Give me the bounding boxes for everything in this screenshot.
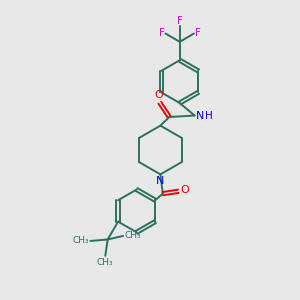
Text: CH₃: CH₃ xyxy=(73,236,89,245)
Text: N: N xyxy=(196,110,204,121)
Text: F: F xyxy=(195,28,200,38)
Text: CH₃: CH₃ xyxy=(124,231,141,240)
Text: N: N xyxy=(156,176,164,186)
Text: H: H xyxy=(205,110,213,121)
Text: F: F xyxy=(159,28,165,38)
Text: F: F xyxy=(177,16,183,26)
Text: O: O xyxy=(181,185,189,195)
Text: O: O xyxy=(154,90,163,100)
Text: CH₃: CH₃ xyxy=(97,258,114,267)
